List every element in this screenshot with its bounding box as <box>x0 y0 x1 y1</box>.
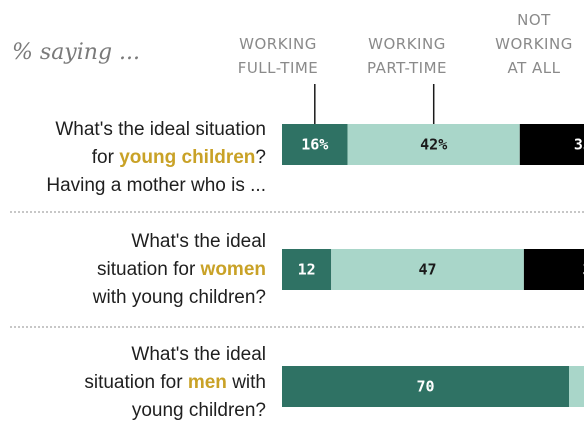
question-1: What's the ideal situation for young chi… <box>46 116 266 200</box>
bar-full-time-row-2 <box>282 249 332 290</box>
saying-label: % saying ... <box>12 40 140 65</box>
bar-label-full-time-row-3: 70 <box>416 378 434 396</box>
bar-not-working-row-2 <box>523 249 584 290</box>
bar-part-time-row-3 <box>569 366 584 407</box>
question-3: What's the ideal situation for men with … <box>84 341 266 425</box>
legend-not-working-line-2: WORKING <box>495 35 573 53</box>
bar-full-time-row-1 <box>282 124 348 165</box>
question-2: What's the ideal situation for women wit… <box>93 228 266 312</box>
divider-1 <box>10 211 584 213</box>
bar-not-working-row-1 <box>519 124 584 165</box>
bar-label-not-working-row-1: 33% <box>574 136 584 154</box>
question-2-line-3: with young children? <box>92 287 266 308</box>
bar-part-time-row-1 <box>347 124 520 165</box>
question-2-line-1: What's the ideal <box>131 231 266 252</box>
legend-full-time-line-1: WORKING <box>239 35 317 53</box>
legend-part-time-line-1: WORKING <box>368 35 446 53</box>
bar-label-part-time-row-2: 47 <box>419 261 437 279</box>
bar-full-time-row-3 <box>282 366 569 407</box>
highlight-men: men <box>187 372 227 393</box>
question-3-line-2: situation for men with <box>84 372 266 393</box>
divider-2 <box>10 326 584 328</box>
question-3-line-3: young children? <box>131 400 266 421</box>
bar-label-not-working-row-2: 33 <box>583 261 584 279</box>
legend-part-time: WORKING PART-TIME <box>356 32 458 80</box>
question-2-line-2: situation for women <box>97 259 266 280</box>
legend-not-working-line-3: AT ALL <box>507 59 561 77</box>
question-1-line-2: for young children? <box>91 147 266 168</box>
legend-full-time-line-2: FULL-TIME <box>237 59 319 77</box>
bar-part-time-row-2 <box>331 249 524 290</box>
bar-label-part-time-row-1: 42% <box>420 136 447 154</box>
legend-full-time: WORKING FULL-TIME <box>228 32 328 80</box>
highlight-women: women <box>200 259 266 280</box>
question-1-line-3: Having a mother who is ... <box>46 175 266 196</box>
legend-not-working: NOT WORKING AT ALL <box>486 8 582 80</box>
question-1-line-1: What's the ideal situation <box>55 119 266 140</box>
highlight-young-children: young children <box>119 147 256 168</box>
legend-part-time-line-2: PART-TIME <box>366 59 447 77</box>
legend-not-working-line-1: NOT <box>517 11 551 29</box>
bar-label-full-time-row-1: 16% <box>301 136 328 154</box>
question-3-line-1: What's the ideal <box>131 344 266 365</box>
bar-label-full-time-row-2: 12 <box>298 261 316 279</box>
